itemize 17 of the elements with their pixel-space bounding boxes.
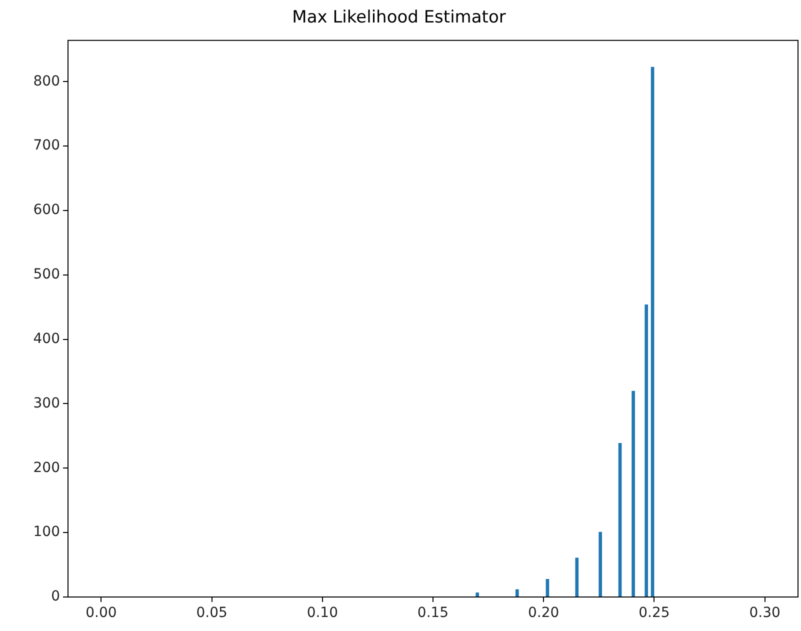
y-tick-label: 600 [33,202,60,218]
y-tick-label: 700 [33,138,60,154]
x-tick-label: 0.30 [749,605,780,622]
x-tick-label: 0.20 [528,605,560,622]
x-tick-label: 0.25 [638,605,670,622]
x-tick-label: 0.05 [196,605,228,622]
x-tick-label: 0.10 [306,605,338,622]
y-tick-label: 100 [33,524,60,540]
y-tick-label: 300 [33,395,60,412]
y-tick-label: 800 [33,73,60,90]
y-tick-label: 0 [51,588,60,605]
y-tick-label: 500 [33,266,60,283]
x-tick-label: 0.15 [417,605,449,622]
y-tick-label: 200 [33,460,60,476]
chart-title: Max Likelihood Estimator [292,8,506,28]
y-tick-label: 400 [33,330,60,347]
x-tick-label: 0.00 [86,605,117,622]
